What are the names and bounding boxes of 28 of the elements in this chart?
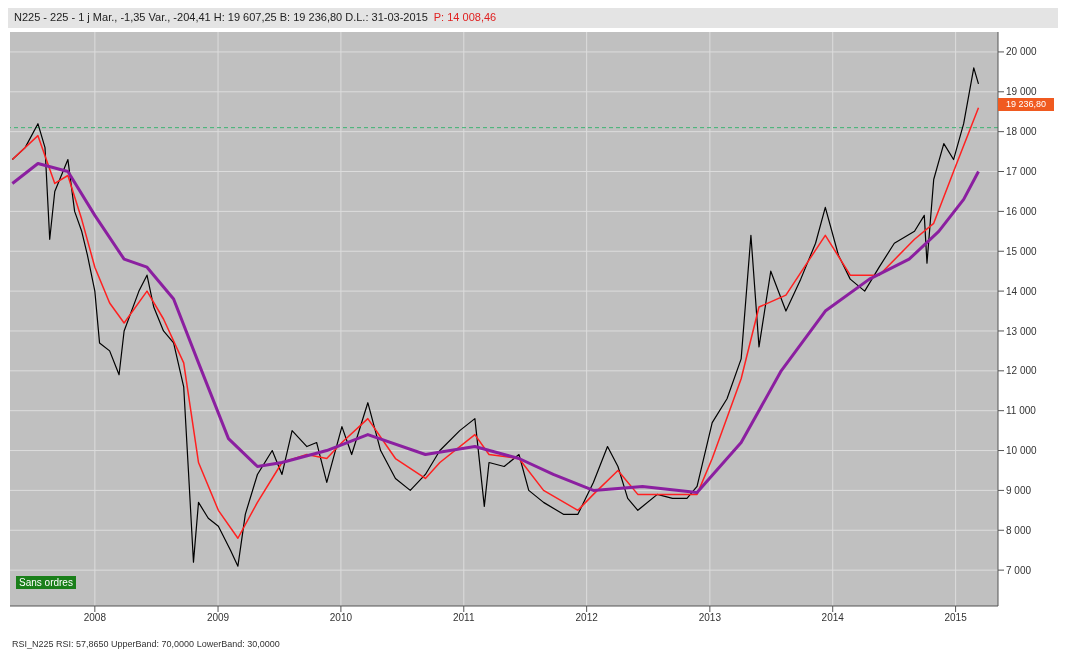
x-tick-label: 2010 [329,612,353,624]
y-tick-label: 17 000 [1006,166,1038,178]
y-tick-label: 10 000 [1006,445,1038,457]
text: 19 236,80 [998,98,1054,111]
y-tick-label: 11 000 [1006,405,1037,417]
y-tick-label: 20 000 [1006,46,1038,58]
x-tick-label: 2009 [206,612,230,624]
x-tick-label: 2008 [83,612,107,624]
line-series [10,162,980,494]
x-tick-label: 2013 [698,612,722,624]
y-tick-label: 16 000 [1006,205,1038,217]
x-tick-label: 2015 [944,612,968,624]
chart-title: N225 - 225 - 1 j Mar., -1,35 Var., -204,41 H: 19 607,25 B: 19 236,80 D.L.: 31-03-2015 [14,11,428,23]
text: RSI_N225 RSI: 57,8650 UpperBand: 70,0000 LowerBand: 30,0000 [11,638,281,650]
x-tick-label: 2012 [575,612,599,624]
y-tick-label: 7 000 [1006,564,1032,576]
y-tick-label: 12 000 [1006,365,1038,377]
y-tick-label: 14 000 [1006,285,1038,297]
annotation: Sans ordres [16,576,76,589]
y-tick-label: 19 000 [1006,86,1038,98]
y-tick-label: 8 000 [1006,524,1032,536]
chart-subtitle: P: 14 008,46 [433,11,497,23]
y-tick-label: 9 000 [1006,484,1032,496]
x-tick-label: 2014 [821,612,845,624]
x-tick-label: 2011 [453,612,475,624]
y-tick-label: 18 000 [1006,126,1038,138]
y-tick-label: 15 000 [1006,245,1038,257]
y-tick-label: 13 000 [1006,325,1038,337]
